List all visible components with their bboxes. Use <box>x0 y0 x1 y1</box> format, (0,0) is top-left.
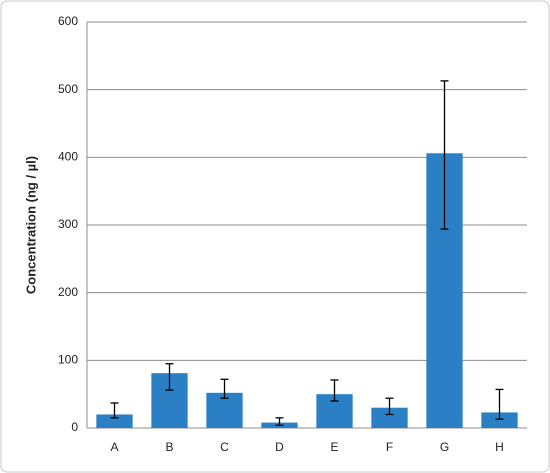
bar <box>96 414 133 428</box>
x-tick-label: C <box>220 440 229 454</box>
y-axis-label: Concentration (ng / µl) <box>23 156 38 294</box>
error-bar <box>495 388 504 420</box>
y-tick-label: 600 <box>58 14 78 28</box>
error-bar <box>275 417 284 426</box>
error-bar <box>165 363 174 391</box>
y-tick-label: 200 <box>58 285 78 299</box>
x-tick-label: E <box>330 440 338 454</box>
error-bar <box>110 402 119 419</box>
y-tick-label: 400 <box>58 150 78 164</box>
y-tick-label: 100 <box>58 353 78 367</box>
x-tick-label: B <box>165 440 173 454</box>
bar <box>371 407 408 428</box>
x-tick-label: F <box>386 440 393 454</box>
error-bar <box>220 378 229 399</box>
x-tick-label: G <box>440 440 449 454</box>
y-tick-label: 300 <box>58 217 78 231</box>
x-tick-label: H <box>495 440 504 454</box>
y-tick-label: 500 <box>58 82 78 96</box>
error-bar <box>330 379 339 402</box>
bar <box>481 412 518 428</box>
error-bar <box>440 80 449 230</box>
error-bar <box>385 397 394 416</box>
x-tick-label: A <box>110 440 118 454</box>
y-tick-label: 0 <box>71 420 78 434</box>
x-tick-label: D <box>275 440 284 454</box>
